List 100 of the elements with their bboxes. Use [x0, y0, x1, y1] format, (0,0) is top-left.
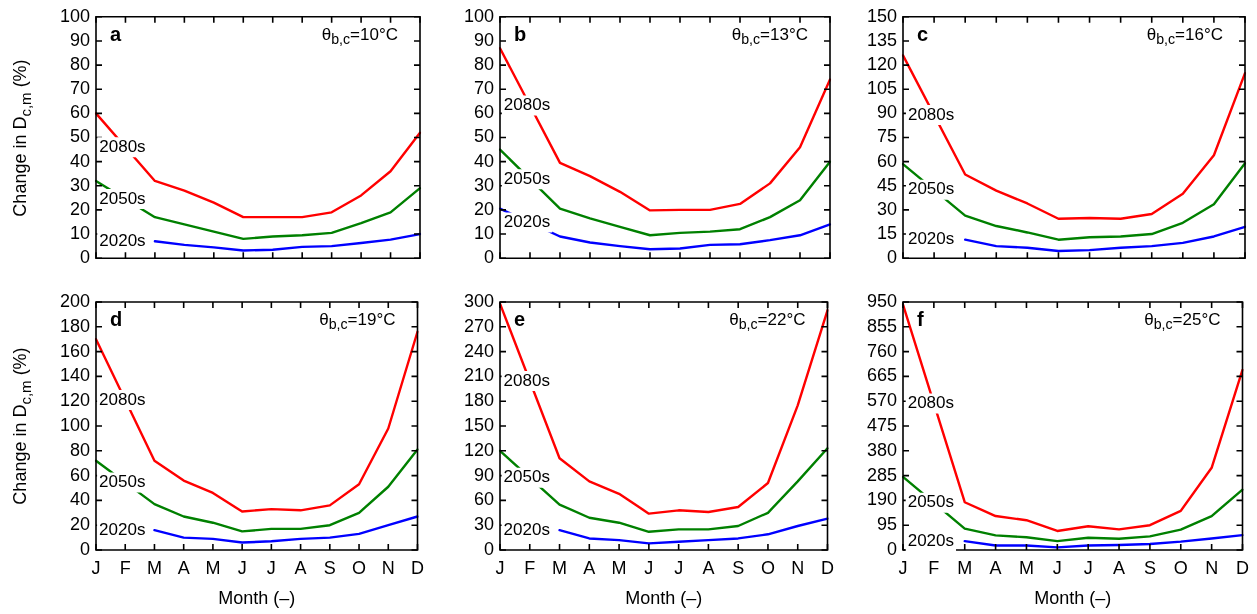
series-label: 2080s	[503, 95, 551, 115]
y-tick-label: 570	[866, 390, 897, 411]
x-tick-label: A	[177, 557, 190, 578]
y-tick-label: 100	[59, 414, 90, 435]
x-tick-label: A	[989, 557, 1002, 578]
x-tick-label: A	[294, 557, 307, 578]
x-tick-label: N	[1205, 557, 1219, 578]
y-tick-label: 80	[473, 54, 494, 75]
y-tick-label: 90	[876, 102, 897, 123]
x-tick-label: S	[323, 557, 336, 578]
x-tick-label: J	[91, 557, 101, 578]
x-tick-label: O	[760, 557, 775, 578]
annotation: θ$_{b,c}$=16°C	[1146, 24, 1223, 48]
series-label: 2020s	[907, 229, 955, 249]
y-tick-label: 150	[463, 414, 494, 435]
annotation: θ$_{b,c}$=25°C	[1144, 310, 1221, 333]
x-tick-label: J	[266, 557, 276, 578]
chart-title: e	[514, 308, 526, 331]
y-tick-label: 200	[59, 290, 90, 311]
x-tick-label: J	[495, 557, 505, 578]
x-tick-label: F	[928, 557, 940, 578]
y-tick-label: 0	[79, 538, 90, 559]
y-tick-label: 80	[69, 54, 90, 75]
y-tick-label: 90	[473, 29, 494, 50]
y-tick-label: 60	[69, 464, 90, 485]
series-label: 2050s	[907, 492, 955, 512]
y-tick-label: 0	[483, 247, 494, 268]
y-tick-label: 240	[463, 340, 494, 361]
series-label: 2050s	[503, 467, 550, 487]
chart-title: c	[917, 22, 929, 46]
y-tick-label: 20	[69, 198, 90, 219]
y-tick-label: 100	[463, 5, 494, 26]
y-tick-label: 30	[876, 198, 897, 219]
y-tick-label: 75	[876, 126, 897, 147]
y-tick-label: 80	[69, 439, 90, 460]
series-label: 2080s	[907, 104, 955, 124]
y-tick-label: 270	[463, 315, 494, 336]
y-tick-label: 665	[866, 365, 897, 386]
y-tick-label: 0	[79, 247, 90, 268]
y-tick-label: 210	[463, 365, 494, 386]
x-tick-label: F	[119, 557, 131, 578]
y-tick-label: 90	[473, 464, 494, 485]
x-tick-label: J	[898, 557, 908, 578]
y-tick-label: 285	[866, 464, 897, 485]
y-tick-label: 760	[866, 340, 897, 361]
x-tick-label: N	[791, 557, 805, 578]
x-axis-title: Month (–)	[1034, 588, 1112, 609]
y-tick-label: 0	[886, 538, 897, 559]
x-tick-label: A	[702, 557, 715, 578]
y-tick-label: 100	[59, 5, 90, 26]
x-tick-label: O	[1173, 557, 1188, 578]
chart-title: d	[110, 308, 123, 331]
y-tick-label: 135	[866, 29, 897, 50]
y-tick-label: 15	[876, 223, 897, 244]
y-tick-label: 160	[59, 340, 90, 361]
x-tick-label: J	[644, 557, 654, 578]
y-tick-label: 20	[473, 198, 494, 219]
y-tick-label: 70	[69, 78, 90, 99]
y-tick-label: 105	[866, 78, 897, 99]
chart-title: a	[110, 22, 122, 46]
annotation: θ$_{b,c}$=13°C	[731, 24, 808, 48]
y-tick-label: 40	[69, 489, 90, 510]
annotation: θ$_{b,c}$=10°C	[321, 24, 398, 48]
y-tick-label: 10	[69, 223, 90, 244]
y-tick-label: 300	[463, 290, 494, 311]
x-tick-label: J	[237, 557, 247, 578]
y-tick-label: 40	[69, 150, 90, 171]
x-tick-label: N	[381, 557, 395, 578]
y-tick-label: 90	[69, 29, 90, 50]
y-tick-label: 190	[866, 489, 897, 510]
x-tick-label: J	[674, 557, 684, 578]
y-tick-label: 30	[473, 514, 494, 535]
chart-title: f	[917, 308, 924, 331]
x-tick-label: M	[205, 557, 221, 578]
series-label: 2020s	[99, 519, 146, 539]
y-tick-label: 40	[473, 150, 494, 171]
y-tick-label: 50	[473, 126, 494, 147]
series-label: 2050s	[99, 188, 146, 208]
x-tick-label: A	[1113, 557, 1126, 578]
y-tick-label: 50	[69, 126, 90, 147]
series-label: 2050s	[907, 179, 955, 199]
x-tick-label: M	[146, 557, 162, 578]
series-label: 2020s	[99, 230, 146, 250]
y-tick-label: 140	[59, 365, 90, 386]
chart-title: b	[514, 22, 527, 46]
x-tick-label: D	[821, 557, 834, 578]
series-label: 2080s	[907, 393, 955, 413]
x-tick-label: S	[732, 557, 745, 578]
x-tick-label: D	[411, 557, 424, 578]
y-tick-label: 120	[463, 439, 494, 460]
series-label: 2020s	[907, 530, 955, 550]
annotation: θ$_{b,c}$=22°C	[729, 310, 806, 333]
y-tick-label: 475	[866, 414, 897, 435]
x-tick-label: A	[583, 557, 596, 578]
y-tick-label: 60	[473, 102, 494, 123]
y-tick-label: 120	[866, 54, 897, 75]
annotation: θ$_{b,c}$=19°C	[319, 310, 396, 333]
x-axis-title: Month (–)	[625, 588, 703, 609]
y-tick-label: 180	[463, 390, 494, 411]
y-tick-label: 60	[876, 150, 897, 171]
